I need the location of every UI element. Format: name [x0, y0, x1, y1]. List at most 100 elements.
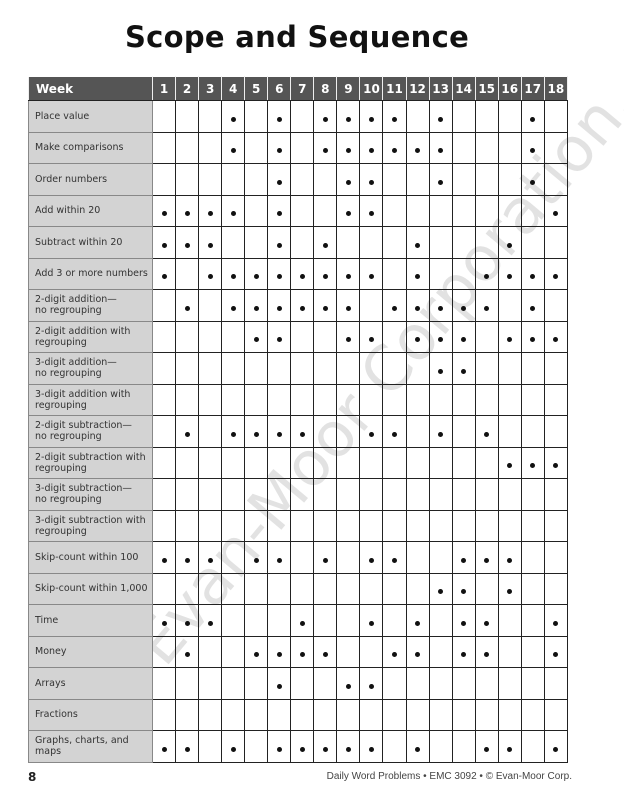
table-row: Skip-count within 1,000: [28, 572, 569, 605]
table-row: Arrays: [28, 667, 569, 700]
week-cell: [290, 163, 315, 196]
week-cell: [359, 730, 384, 763]
week-cell: [267, 131, 292, 164]
week-cell: [474, 194, 499, 227]
week-cell: [151, 415, 177, 448]
week-cell: [497, 509, 522, 542]
week-cell: [221, 100, 246, 133]
week-cell: [382, 163, 407, 196]
week-cell: [497, 131, 522, 164]
week-cell: [198, 415, 223, 448]
dot-marker: [253, 652, 259, 658]
dot-marker: [553, 652, 559, 658]
dot-marker: [253, 274, 259, 280]
week-cell: [221, 194, 246, 227]
week-cell: [151, 509, 177, 542]
week-cell: [382, 572, 407, 605]
table-row: Subtract within 20: [28, 226, 569, 259]
dot-marker: [184, 652, 190, 658]
week-cell: [428, 320, 453, 353]
week-cell: [313, 320, 338, 353]
week-cell: [198, 478, 223, 511]
dot-marker: [345, 179, 351, 185]
week-cell: [244, 415, 269, 448]
week-cell: [405, 541, 430, 574]
dot-marker: [276, 242, 282, 248]
week-cell: [313, 730, 338, 763]
week-cell: [151, 352, 177, 385]
dot-marker: [184, 746, 190, 752]
week-cell: [405, 698, 430, 731]
week-cell: [336, 226, 361, 259]
week-cell: [543, 572, 569, 605]
dot-marker: [230, 148, 236, 154]
week-cell: [290, 100, 315, 133]
week-cell: [198, 226, 223, 259]
skill-label: Skip-count within 1,000: [28, 572, 153, 605]
dot-marker: [438, 116, 444, 122]
week-cell: [451, 226, 476, 259]
table-row: 2-digit subtraction with regrouping: [28, 446, 569, 479]
week-cell: [244, 635, 269, 668]
dot-marker: [368, 211, 374, 217]
dot-marker: [461, 368, 467, 374]
week-cell: [520, 383, 545, 416]
week-cell: [474, 163, 499, 196]
week-cell: [267, 383, 292, 416]
skill-label: 3-digit addition with regrouping: [28, 383, 153, 416]
week-cell: [520, 604, 545, 637]
dot-marker: [368, 337, 374, 343]
page-number: 8: [28, 770, 37, 784]
week-cell: [313, 226, 338, 259]
dot-marker: [368, 116, 374, 122]
dot-marker: [299, 431, 305, 437]
week-cell: [151, 698, 177, 731]
week-cell: [405, 163, 430, 196]
week-cell: [198, 131, 223, 164]
dot-marker: [161, 242, 167, 248]
week-cell: [290, 730, 315, 763]
week-cell: [405, 635, 430, 668]
week-cell: [336, 131, 361, 164]
week-cell: [543, 163, 569, 196]
week-cell: [520, 478, 545, 511]
dot-marker: [161, 620, 167, 626]
dot-marker: [484, 652, 490, 658]
dot-marker: [276, 431, 282, 437]
week-cell: [290, 131, 315, 164]
week-cell: [359, 352, 384, 385]
week-cell: [405, 289, 430, 322]
week-cell: [175, 541, 200, 574]
dot-marker: [415, 620, 421, 626]
week-header: 9: [336, 76, 361, 101]
week-cell: [474, 478, 499, 511]
dot-marker: [345, 274, 351, 280]
week-cell: [336, 257, 361, 290]
week-cell: [313, 698, 338, 731]
dot-marker: [438, 179, 444, 185]
week-cell: [198, 446, 223, 479]
dot-marker: [530, 148, 536, 154]
dot-marker: [368, 557, 374, 563]
week-cell: [221, 572, 246, 605]
week-cell: [290, 257, 315, 290]
week-cell: [221, 667, 246, 700]
week-cell: [543, 194, 569, 227]
dot-marker: [230, 431, 236, 437]
week-cell: [359, 446, 384, 479]
dot-marker: [415, 652, 421, 658]
week-cell: [520, 541, 545, 574]
week-cell: [151, 604, 177, 637]
week-cell: [221, 415, 246, 448]
week-cell: [428, 100, 453, 133]
week-cell: [151, 163, 177, 196]
week-cell: [267, 194, 292, 227]
week-cell: [359, 541, 384, 574]
week-cell: [428, 163, 453, 196]
week-cell: [151, 572, 177, 605]
dot-marker: [345, 305, 351, 311]
week-header: 12: [405, 76, 430, 101]
dot-marker: [345, 148, 351, 154]
dot-marker: [253, 337, 259, 343]
dot-marker: [484, 305, 490, 311]
